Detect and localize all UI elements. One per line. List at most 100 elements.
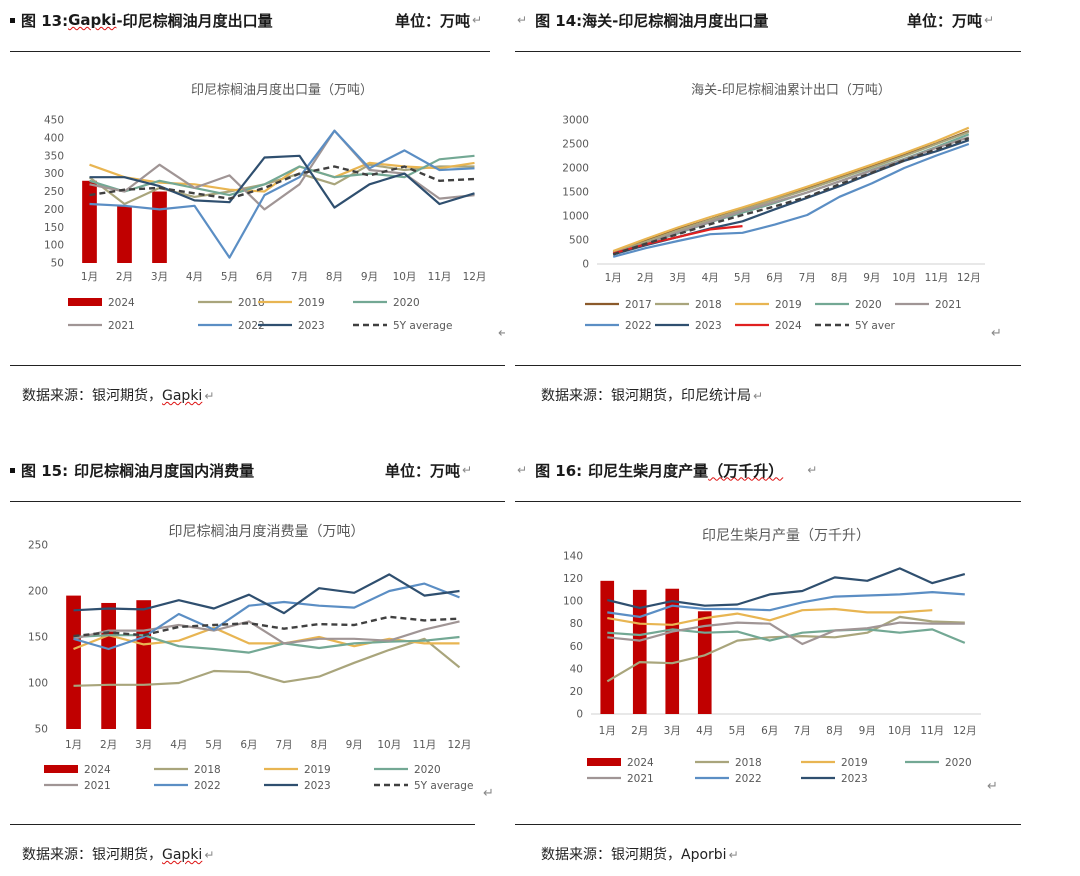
series-line-2019 xyxy=(612,126,970,253)
return-mark-icon: ↵ xyxy=(517,13,528,27)
figure-16-header: ↵ 图 16: 印尼生柴月度产量 （万千升） ↵ xyxy=(515,457,817,483)
x-tick-label: 12月 xyxy=(448,739,472,751)
x-tick-label: 9月 xyxy=(346,739,363,751)
series-line-2019 xyxy=(607,607,933,626)
figure-13: 图 13: Gapki -印尼棕榈油月度出口量 单位：万吨 ↵ 印尼棕榈油月度出口… xyxy=(10,7,515,427)
x-tick-label: 8月 xyxy=(826,725,843,737)
series-line-2023 xyxy=(607,567,966,609)
bar-2024 xyxy=(152,191,167,263)
figure-14-label: 图 14: xyxy=(535,11,583,30)
y-tick-label: 80 xyxy=(570,618,583,630)
figure-15-unit: 单位：万吨 ↵ xyxy=(385,457,472,483)
figure-13-title: -印尼棕榈油月度出口量 xyxy=(116,11,273,30)
y-tick-label: 300 xyxy=(44,168,64,180)
chart-title: 印尼棕榈油月度出口量（万吨） xyxy=(191,82,373,98)
x-tick-label: 1月 xyxy=(81,271,98,283)
x-tick-label: 12月 xyxy=(957,272,981,284)
chart-title: 海关-印尼棕榈油累计出口（万吨） xyxy=(691,83,891,98)
figure-13-unit: 单位：万吨 ↵ xyxy=(395,7,482,33)
figure-13-source-name: Gapki xyxy=(162,388,203,404)
return-mark-icon: ↵ xyxy=(498,326,505,341)
x-tick-label: 11月 xyxy=(920,725,944,737)
series-line-5y-aver xyxy=(612,137,970,256)
return-mark-icon: ↵ xyxy=(472,13,483,27)
return-mark-icon: ↵ xyxy=(483,786,494,801)
figure-14-unit: 单位：万吨 ↵ xyxy=(907,7,994,33)
x-tick-label: 2月 xyxy=(100,739,117,751)
x-tick-label: 2月 xyxy=(631,725,648,737)
legend-label: 2020 xyxy=(393,297,420,309)
y-tick-label: 200 xyxy=(28,586,48,598)
x-tick-label: 7月 xyxy=(275,739,292,751)
x-tick-label: 3月 xyxy=(135,739,152,751)
legend-label: 2020 xyxy=(945,757,972,769)
figure-15-label: 图 15: xyxy=(21,461,69,480)
y-tick-label: 250 xyxy=(28,540,48,552)
figure-14-top-rule xyxy=(515,51,1021,52)
y-tick-label: 100 xyxy=(44,240,64,252)
legend-label: 2017 xyxy=(625,299,652,311)
legend-label: 2021 xyxy=(627,773,654,785)
y-tick-label: 200 xyxy=(44,204,64,216)
x-tick-label: 10月 xyxy=(393,271,417,283)
legend-label: 2022 xyxy=(625,320,652,332)
legend-label: 2018 xyxy=(695,299,722,311)
bar-2024 xyxy=(697,611,712,714)
series-line-5y-average xyxy=(89,165,475,200)
y-tick-label: 50 xyxy=(51,258,64,270)
series-line-2021 xyxy=(607,621,965,646)
x-tick-label: 8月 xyxy=(311,739,328,751)
y-tick-label: 1500 xyxy=(562,187,589,199)
figure-14-chart: 海关-印尼棕榈油累计出口（万吨） 0 500 1000 1500 2000 2500 3000… xyxy=(562,83,1002,341)
chart-title: 印尼棕榈油月度消费量（万吨） xyxy=(169,524,365,540)
legend-label: 5Y aver xyxy=(855,320,896,332)
series-line-2018 xyxy=(606,615,965,683)
x-tick-label: 7月 xyxy=(291,271,308,283)
y-tick-label: 100 xyxy=(28,678,48,690)
legend-label: 2021 xyxy=(935,299,962,311)
bullet-square-icon xyxy=(10,17,15,23)
figure-16-top-rule xyxy=(515,501,1021,502)
figure-15-source: 数据来源：银河期货，Gapki ↵ xyxy=(22,844,214,864)
x-tick-label: 1月 xyxy=(599,725,616,737)
x-tick-label: 1月 xyxy=(605,272,622,284)
return-mark-icon: ↵ xyxy=(462,463,473,477)
figure-16-bottom-rule xyxy=(515,824,1021,825)
y-tick-label: 500 xyxy=(569,235,589,247)
legend-label: 2023 xyxy=(298,320,325,332)
legend-label: 2024 xyxy=(108,297,135,309)
x-tick-label: 10月 xyxy=(892,272,916,284)
figure-13-unit-text: 单位：万吨 xyxy=(395,11,471,30)
figure-15-source-text: 数据来源：银河期货， xyxy=(22,847,162,863)
legend-label: 2020 xyxy=(855,299,882,311)
return-mark-icon: ↵ xyxy=(991,326,1002,341)
legend-label: 2023 xyxy=(695,320,722,332)
legend-label: 2019 xyxy=(304,764,331,776)
figure-15-unit-text: 单位：万吨 xyxy=(385,461,461,480)
x-tick-label: 5月 xyxy=(221,271,238,283)
legend-label: 2018 xyxy=(194,764,221,776)
y-tick-label: 40 xyxy=(570,663,583,675)
y-tick-label: 60 xyxy=(570,641,583,653)
x-tick-label: 3月 xyxy=(151,271,168,283)
x-tick-label: 5月 xyxy=(734,272,751,284)
figure-14-title: 海关-印尼棕榈油月度出口量 xyxy=(582,11,769,30)
figure-13-source-text: 数据来源：银河期货， xyxy=(22,388,162,404)
return-mark-icon: ↵ xyxy=(984,13,995,27)
bar-2024 xyxy=(600,580,615,714)
legend-label: 2019 xyxy=(775,299,802,311)
legend-label: 2018 xyxy=(238,297,265,309)
return-mark-icon: ↵ xyxy=(728,848,739,862)
legend-label: 2019 xyxy=(298,297,325,309)
legend-label: 5Y average xyxy=(393,320,452,332)
y-tick-label: 2500 xyxy=(562,139,589,151)
figure-16-source: 数据来源：银河期货，Aporbi ↵ xyxy=(541,844,739,864)
y-tick-label: 0 xyxy=(582,259,589,271)
bar-2024 xyxy=(117,205,132,263)
x-tick-label: 7月 xyxy=(794,725,811,737)
figure-15-chart: 印尼棕榈油月度消费量（万吨） 50 100 150 200 250 1月 2月 3月 4月 5月 6月… xyxy=(28,524,494,801)
figure-14-unit-text: 单位：万吨 xyxy=(907,11,983,30)
y-tick-label: 350 xyxy=(44,150,64,162)
series-line-5y-average xyxy=(73,615,460,638)
legend-label: 2024 xyxy=(84,764,111,776)
